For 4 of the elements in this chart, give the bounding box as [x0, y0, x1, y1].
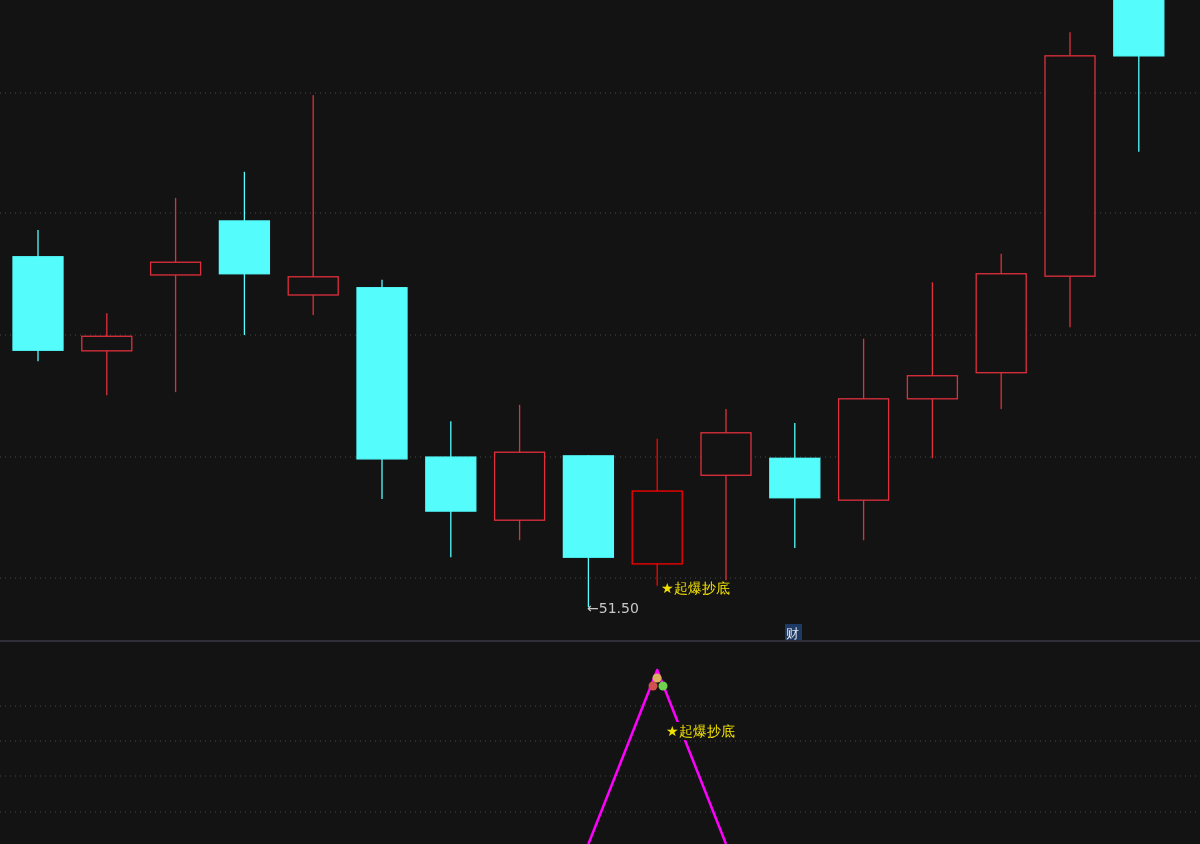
- annotation: ←51.50: [587, 600, 639, 616]
- text: 财: [786, 626, 799, 641]
- annotation: ★起爆抄底: [661, 580, 730, 596]
- annotation: ★起爆抄底: [666, 723, 735, 739]
